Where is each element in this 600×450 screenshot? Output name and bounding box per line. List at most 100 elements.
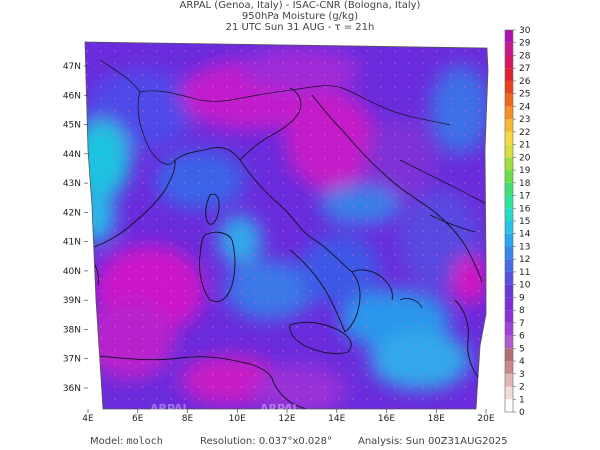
colorbar-swatch — [505, 335, 513, 349]
lat-tick-label: 41N — [63, 238, 81, 248]
colorbar-swatch — [505, 119, 513, 132]
colorbar-tick-label: 0 — [519, 408, 525, 418]
colorbar-tick-label: 3 — [519, 370, 525, 380]
colorbar-tick-label: 11 — [519, 268, 530, 278]
model-value: moloch — [126, 436, 163, 447]
analysis-value: Sun 00Z31AUG2025 — [405, 436, 508, 447]
colorbar-tick-label: 21 — [519, 141, 530, 151]
lat-tick-label: 45N — [63, 121, 81, 131]
lat-tick-label: 37N — [63, 355, 81, 365]
colorbar-tick-label: 4 — [519, 357, 525, 367]
lat-tick-label: 40N — [63, 267, 81, 277]
map-axes: 4E 6E 8E 10E 12E 14E 16E 18E 20E 47N 46N 45N 44N 43N 4… — [63, 62, 495, 424]
lon-tick-label: 14E — [328, 414, 345, 424]
colorbar-swatch — [505, 386, 513, 400]
colorbar: 0123456789101112131415161718192021222324… — [504, 26, 531, 418]
colorbar-swatch — [505, 348, 513, 362]
footer-resolution: Resolution: 0.037°x0.028° — [200, 436, 332, 447]
colorbar-tick-label: 12 — [519, 255, 530, 265]
watermark-2: ARPAL — [260, 402, 300, 415]
colorbar-tick-label: 9 — [519, 293, 525, 303]
colorbar-swatch — [505, 182, 513, 196]
colorbar-tick-label: 26 — [519, 77, 531, 87]
colorbar-swatch — [505, 233, 513, 247]
colorbar-tick-label: 27 — [519, 64, 530, 74]
colorbar-tick-label: 13 — [519, 242, 530, 252]
colorbar-swatch — [505, 93, 513, 107]
colorbar-tick-label: 1 — [519, 395, 525, 405]
colorbar-swatch — [505, 259, 513, 272]
colorbar-tick-label: 19 — [519, 166, 531, 176]
lon-tick-label: 4E — [82, 414, 94, 424]
colorbar-swatch — [505, 30, 513, 43]
colorbar-tick-label: 30 — [519, 26, 531, 36]
lat-tick-label: 47N — [63, 62, 81, 72]
lat-tick-label: 46N — [63, 91, 81, 101]
colorbar-tick-label: 16 — [519, 204, 531, 214]
colorbar-tick-label: 29 — [519, 39, 531, 49]
colorbar-tick-label: 17 — [519, 192, 530, 202]
colorbar-swatch — [505, 246, 513, 260]
lat-tick-label: 44N — [63, 150, 81, 160]
colorbar-tick-label: 28 — [519, 51, 531, 61]
colorbar-tick-label: 6 — [519, 332, 525, 342]
colorbar-tick-label: 8 — [519, 306, 525, 316]
lon-tick-label: 16E — [378, 414, 395, 424]
header-line-institutions: ARPAL (Genoa, Italy) - ISAC-CNR (Bologna… — [179, 0, 421, 11]
colorbar-swatch — [505, 80, 513, 94]
colorbar-tick-label: 24 — [519, 102, 531, 112]
colorbar-swatch — [505, 144, 513, 158]
lon-tick-label: 8E — [182, 414, 194, 424]
watermark-group: ARPAL ARPAL — [150, 402, 300, 415]
lat-tick-label: 38N — [63, 325, 81, 335]
lat-tick-label: 43N — [63, 179, 81, 189]
lat-tick-label: 36N — [63, 384, 81, 394]
model-label: Model: — [90, 436, 124, 447]
colorbar-tick-label: 23 — [519, 115, 530, 125]
moisture-field — [85, 42, 488, 409]
colorbar-swatch — [505, 271, 513, 285]
lon-tick-label: 6E — [132, 414, 144, 424]
colorbar-swatch — [505, 221, 513, 234]
colorbar-swatch — [505, 373, 513, 387]
colorbar-swatch — [505, 55, 513, 69]
colorbar-tick-label: 2 — [519, 383, 525, 393]
colorbar-tick-label: 20 — [519, 153, 531, 163]
colorbar-tick-label: 7 — [519, 319, 525, 329]
colorbar-swatch — [505, 310, 513, 323]
lon-tick-label: 18E — [428, 414, 445, 424]
coastlines — [85, 59, 488, 409]
colorbar-swatch — [505, 284, 513, 298]
domain-boundary — [84, 41, 489, 410]
lon-tick-label: 12E — [278, 414, 295, 424]
resolution-value: 0.037°x0.028° — [258, 436, 332, 447]
colorbar-tick-label: 25 — [519, 90, 530, 100]
footer-analysis: Analysis: Sun 00Z31AUG2025 — [358, 436, 508, 447]
colorbar-tick-label: 18 — [519, 179, 531, 189]
colorbar-swatch — [505, 361, 513, 374]
footer-model: Model: moloch — [90, 436, 163, 447]
colorbar-swatch — [505, 399, 513, 412]
colorbar-swatch — [505, 170, 513, 183]
lon-tick-label: 10E — [229, 414, 246, 424]
header-line-time: 21 UTC Sun 31 AUG - τ = 21h — [225, 22, 375, 33]
resolution-label: Resolution: — [200, 436, 256, 447]
colorbar-swatch — [505, 322, 513, 336]
colorbar-swatch — [505, 195, 513, 209]
colorbar-swatch — [505, 208, 513, 221]
colorbar-tick-label: 22 — [519, 128, 530, 138]
lat-tick-label: 39N — [63, 296, 81, 306]
colorbar-tick-label: 10 — [519, 281, 531, 291]
colorbar-tick-label: 5 — [519, 344, 525, 354]
colorbar-tick-label: 14 — [519, 230, 531, 240]
colorbar-swatch — [505, 106, 513, 120]
header-line-variable: 950hPa Moisture (g/kg) — [241, 11, 359, 22]
colorbar-tick-label: 15 — [519, 217, 530, 227]
colorbar-swatch — [505, 157, 513, 171]
lon-tick-label: 20E — [477, 414, 494, 424]
lat-tick-label: 42N — [63, 208, 81, 218]
colorbar-swatch — [505, 131, 513, 145]
colorbar-swatch — [505, 68, 513, 81]
watermark-1: ARPAL — [150, 402, 190, 415]
